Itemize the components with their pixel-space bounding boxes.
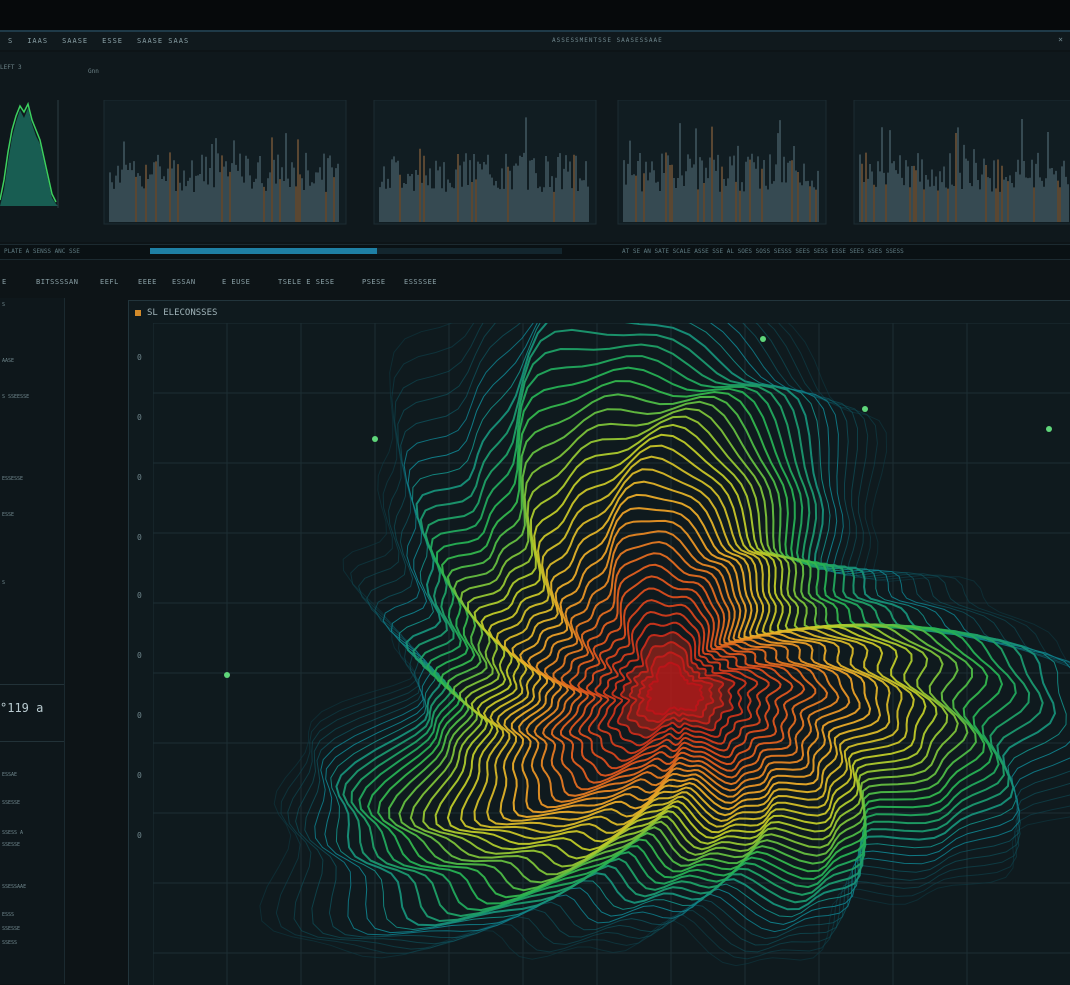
sidebar-item[interactable]: SSESSE (2, 842, 21, 848)
sidebar-item[interactable]: AASE (2, 358, 15, 364)
sidebar-reading: °119 a (0, 701, 44, 715)
tab[interactable]: PSESE (362, 278, 386, 286)
sidebar-item[interactable]: S SSEESSE (2, 394, 30, 400)
sidebar-item[interactable]: ESSE (2, 512, 15, 518)
y-tick: 0 (137, 651, 142, 660)
window-title: ASSESSMENTSSE SAASESSAAE (552, 37, 663, 44)
tab[interactable]: TSELE E SESE (278, 278, 335, 286)
menu-item[interactable]: S (8, 37, 14, 45)
sidebar-item[interactable]: S (2, 580, 6, 586)
y-tick: 0 (137, 353, 142, 362)
sidebar-item[interactable]: ESSAE (2, 772, 18, 778)
menu-item[interactable]: SAASE SAAS (137, 37, 190, 45)
menu-item[interactable]: IAAS (27, 37, 49, 45)
tab[interactable]: E (2, 278, 7, 286)
progress-bar (150, 248, 562, 254)
tab[interactable]: BITSSSSAN (36, 278, 79, 286)
tab[interactable]: ESSSSEE (404, 278, 438, 286)
y-tick: 0 (137, 533, 142, 542)
menu-bar: S IAAS SAASE ESSE SAASE SAAS ASSESSMENTS… (0, 32, 1070, 50)
sidebar-reading-box: °119 a (0, 684, 64, 742)
panel-title: SL ELECONSSES (135, 308, 217, 318)
menu-item[interactable]: ESSE (102, 37, 124, 45)
contour-heatmap (153, 323, 1070, 985)
heatmap-panel: SL ELECONSSES 0 0 0 0 0 0 0 0 0 (128, 300, 1070, 985)
sidebar-item[interactable]: SSESSE (2, 926, 21, 932)
panel-marker-icon (135, 310, 141, 316)
sidebar-item[interactable]: SSESS A (2, 830, 24, 836)
top-bar (0, 0, 1070, 32)
y-tick: 0 (137, 711, 142, 720)
strip-left-text: PLATE A SENSS ANC SSE (4, 248, 80, 255)
tab-bar: E BITSSSSAN EEFL EEEE ESSAN E EUSE TSELE… (0, 276, 1070, 292)
spectrum-bars (103, 100, 1070, 225)
menu-item[interactable]: SAASE (62, 37, 89, 45)
sidebar-item[interactable]: ESSS (2, 912, 15, 918)
sidebar-item[interactable]: SSESSAAE (2, 884, 27, 890)
mini-waveform-chart (0, 100, 59, 208)
y-tick: 0 (137, 413, 142, 422)
y-tick: 0 (137, 771, 142, 780)
sidebar-item[interactable]: ESSESSE (2, 476, 24, 482)
sidebar-item[interactable]: S (2, 302, 6, 308)
y-tick: 0 (137, 591, 142, 600)
y-tick: 0 (137, 831, 142, 840)
tab[interactable]: ESSAN (172, 278, 196, 286)
status-strip: PLATE A SENSS ANC SSE AT SE AN SATE SCAL… (0, 244, 1070, 260)
sidebar: S AASE S SSEESSE ESSESSE ESSE S °119 a E… (0, 298, 65, 984)
close-icon[interactable]: × (1058, 35, 1064, 44)
tab[interactable]: E EUSE (222, 278, 251, 286)
y-tick: 0 (137, 473, 142, 482)
progress-fill (150, 248, 377, 254)
strip-right-text: AT SE AN SATE SCALE ASSE SSE AL SOES SOS… (622, 248, 904, 255)
panel-label-mid: Gnn (88, 68, 99, 75)
panel-label-left: LEFT 3 (0, 64, 22, 71)
sidebar-item[interactable]: SSESS (2, 940, 18, 946)
tab[interactable]: EEFL (100, 278, 119, 286)
tab[interactable]: EEEE (138, 278, 157, 286)
sidebar-item[interactable]: SSESSE (2, 800, 21, 806)
panel-title-text: SL ELECONSSES (147, 308, 218, 318)
